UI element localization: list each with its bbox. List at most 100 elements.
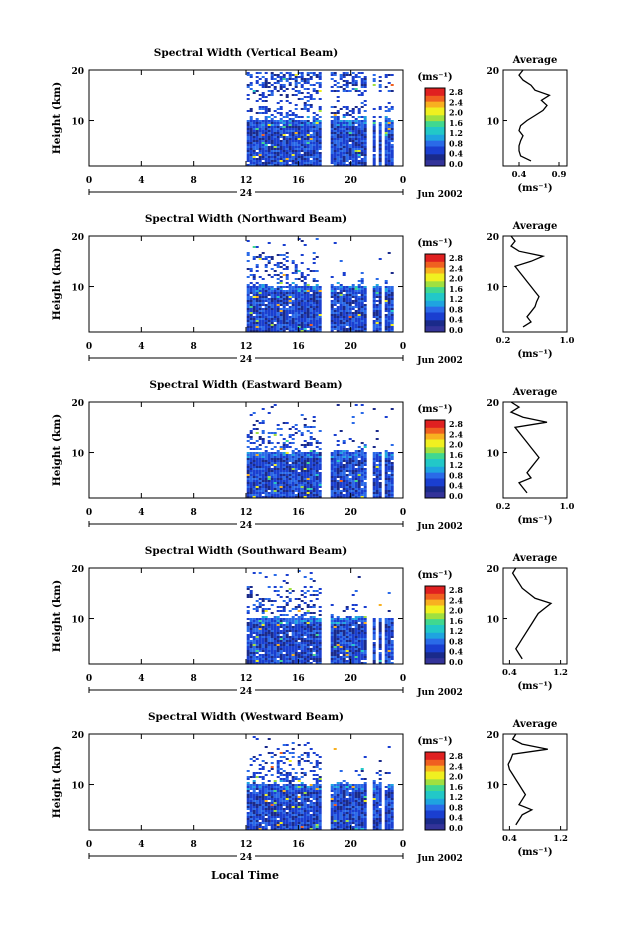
heatmap-cell: [246, 72, 250, 74]
heatmap-cell: [372, 328, 376, 330]
heatmap-cell: [276, 626, 280, 628]
heatmap-cell: [285, 130, 289, 132]
heatmap-cell: [372, 162, 376, 164]
heatmap-cell: [345, 138, 349, 140]
heatmap-cell: [378, 308, 382, 310]
heatmap-cell: [252, 152, 256, 154]
heatmap-cell: [306, 652, 310, 654]
colorbar-band: [425, 476, 445, 479]
heatmap-cell: [273, 484, 277, 486]
heatmap-cell: [348, 634, 352, 636]
heatmap-cell: [339, 634, 343, 636]
heatmap-cell: [282, 328, 286, 330]
heatmap-cell: [276, 636, 280, 638]
heatmap-cell: [315, 620, 319, 622]
heatmap-cell: [270, 132, 274, 134]
heatmap-cell: [255, 118, 259, 120]
heatmap-cell: [387, 454, 391, 456]
colorbar-band: [425, 95, 445, 99]
heatmap-cell: [360, 312, 364, 314]
heatmap-cell: [303, 460, 307, 462]
heatmap-cell: [273, 652, 277, 654]
heatmap-cell: [378, 470, 382, 472]
heatmap-cell: [348, 488, 352, 490]
heatmap-cell: [339, 486, 343, 488]
heatmap-cell: [294, 646, 298, 648]
heatmap-cell: [357, 652, 361, 654]
profile-y-tick-label: 10: [486, 118, 499, 128]
heatmap-cell: [303, 638, 307, 640]
heatmap-cell: [342, 146, 346, 148]
heatmap-cell: [252, 324, 256, 326]
heatmap-cell: [390, 640, 394, 642]
heatmap-cell: [297, 328, 301, 330]
heatmap-cell: [342, 152, 346, 154]
heatmap-cell: [336, 324, 340, 326]
heatmap-cell: [318, 466, 322, 468]
heatmap-cell: [294, 162, 298, 164]
heatmap-cell: [360, 458, 364, 460]
heatmap-cell: [312, 310, 316, 312]
heatmap-cell: [309, 612, 313, 614]
heatmap-cell: [336, 660, 340, 662]
heatmap-cell: [291, 470, 295, 472]
heatmap-cell: [333, 114, 337, 116]
heatmap-cell: [315, 162, 319, 164]
heatmap-cell: [345, 494, 349, 496]
heatmap-cell: [267, 462, 271, 464]
heatmap-cell: [264, 632, 268, 634]
heatmap-cell: [285, 132, 289, 134]
heatmap-cell: [342, 468, 346, 470]
heatmap-cell: [360, 164, 364, 166]
heatmap-cell: [252, 424, 256, 426]
heatmap-cell: [249, 84, 253, 86]
heatmap-cell: [387, 252, 391, 254]
heatmap-cell: [288, 324, 292, 326]
heatmap-cell: [336, 296, 340, 298]
colorbar-tick-label: 0.0: [449, 325, 463, 335]
heatmap-cell: [318, 286, 322, 288]
heatmap-cell: [267, 632, 271, 634]
heatmap-cell: [342, 620, 346, 622]
heatmap-cell: [354, 630, 358, 632]
heatmap-cell: [339, 640, 343, 642]
heatmap-cell: [294, 114, 298, 116]
heatmap-cell: [255, 264, 259, 266]
heatmap-cell: [315, 82, 319, 84]
heatmap-cell: [258, 316, 262, 318]
heatmap-cell: [270, 612, 274, 614]
heatmap-cell: [246, 312, 250, 314]
heatmap-cell: [372, 472, 376, 474]
heatmap-cell: [333, 494, 337, 496]
heatmap-cell: [375, 318, 379, 320]
heatmap-cell: [270, 406, 274, 408]
heatmap-cell: [258, 630, 262, 632]
heatmap-cell: [342, 662, 346, 664]
heatmap-cell: [387, 150, 391, 152]
heatmap-cell: [336, 456, 340, 458]
heatmap-cell: [264, 576, 268, 578]
heatmap-cell: [387, 630, 391, 632]
heatmap-cell: [285, 456, 289, 458]
heatmap-cell: [336, 650, 340, 652]
heatmap-cell: [312, 130, 316, 132]
heatmap-cell: [279, 164, 283, 166]
heatmap-cell: [363, 470, 367, 472]
heatmap-cell: [363, 76, 367, 78]
heatmap-cell: [336, 328, 340, 330]
heatmap-cell: [252, 628, 256, 630]
heatmap-cell: [252, 648, 256, 650]
heatmap-cell: [312, 456, 316, 458]
heatmap-cell: [306, 104, 310, 106]
heatmap-cell: [273, 458, 277, 460]
heatmap-cell: [315, 316, 319, 318]
heatmap-cell: [288, 300, 292, 302]
heatmap-cell: [306, 642, 310, 644]
heatmap-cell: [267, 624, 271, 626]
heatmap-cell: [330, 658, 334, 660]
heatmap-cell: [252, 128, 256, 130]
heatmap-cell: [255, 600, 259, 602]
heatmap-cell: [333, 148, 337, 150]
heatmap-cell: [288, 78, 292, 80]
heatmap-cell: [288, 76, 292, 78]
